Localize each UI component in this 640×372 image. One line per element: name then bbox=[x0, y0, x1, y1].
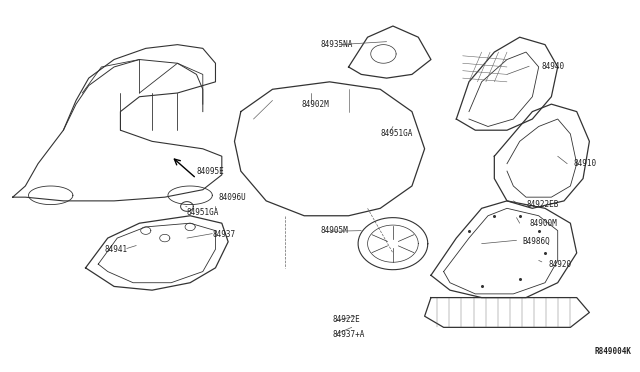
Text: 84922EB: 84922EB bbox=[526, 200, 558, 209]
Text: 84095E: 84095E bbox=[196, 167, 224, 176]
Text: 84096U: 84096U bbox=[219, 193, 246, 202]
Text: 84902M: 84902M bbox=[301, 100, 329, 109]
Text: 84905M: 84905M bbox=[320, 226, 348, 235]
Text: 84910: 84910 bbox=[573, 159, 596, 168]
Text: 84951GA: 84951GA bbox=[380, 129, 413, 138]
Text: 84900M: 84900M bbox=[529, 219, 557, 228]
Text: 84937: 84937 bbox=[212, 230, 236, 239]
Text: 84937+A: 84937+A bbox=[333, 330, 365, 339]
Text: R849004K: R849004K bbox=[595, 347, 632, 356]
Text: 84941: 84941 bbox=[104, 245, 128, 254]
Text: 84940: 84940 bbox=[542, 62, 565, 71]
Text: B4986Q: B4986Q bbox=[523, 237, 550, 246]
Text: 84920: 84920 bbox=[548, 260, 572, 269]
Text: 84922E: 84922E bbox=[333, 315, 360, 324]
Text: 84935NA: 84935NA bbox=[320, 40, 353, 49]
Text: 84951GA: 84951GA bbox=[187, 208, 220, 217]
